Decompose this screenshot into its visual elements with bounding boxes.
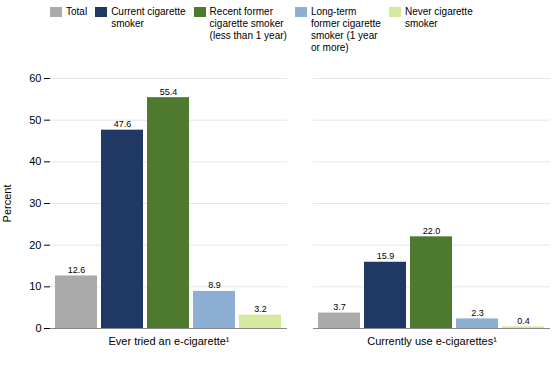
html-text:Long-term former cigarette smo: Long-term former cigarette smoker (1 yea… — [310, 6, 381, 53]
html-text:Recent former cigarette smoker: Recent former cigarette smoker (less tha… — [209, 6, 287, 41]
svg-text:20: 20 — [29, 239, 41, 251]
svg-text:60: 60 — [29, 72, 41, 84]
svg-text:22.0: 22.0 — [423, 226, 441, 236]
svg-text:50: 50 — [29, 114, 41, 126]
svg-text:Percent: Percent — [1, 185, 13, 223]
svg-text:0: 0 — [35, 322, 41, 334]
svg-text:Ever tried an e-cigarette¹: Ever tried an e-cigarette¹ — [108, 335, 229, 347]
svg-text:3.7: 3.7 — [333, 302, 346, 312]
svg-text:2.3: 2.3 — [471, 308, 484, 318]
svg-text:15.9: 15.9 — [377, 251, 395, 261]
html-text:Current cigarette smoker: Current cigarette smoker — [111, 6, 186, 29]
svg-text:12.6: 12.6 — [68, 265, 86, 275]
html-text:Never cigarette smoker: Never cigarette smoker — [404, 6, 473, 29]
svg-text:30: 30 — [29, 197, 41, 209]
svg-text:47.6: 47.6 — [114, 119, 132, 129]
svg-text:8.9: 8.9 — [208, 280, 221, 290]
svg-text:0.4: 0.4 — [517, 316, 530, 326]
svg-text:3.2: 3.2 — [254, 304, 267, 314]
svg-text:Currently use e-cigarettes¹: Currently use e-cigarettes¹ — [367, 335, 497, 347]
svg-text:10: 10 — [29, 280, 41, 292]
svg-text:55.4: 55.4 — [160, 87, 178, 97]
html-text:Total: Total — [66, 6, 88, 17]
svg-text:40: 40 — [29, 155, 41, 167]
